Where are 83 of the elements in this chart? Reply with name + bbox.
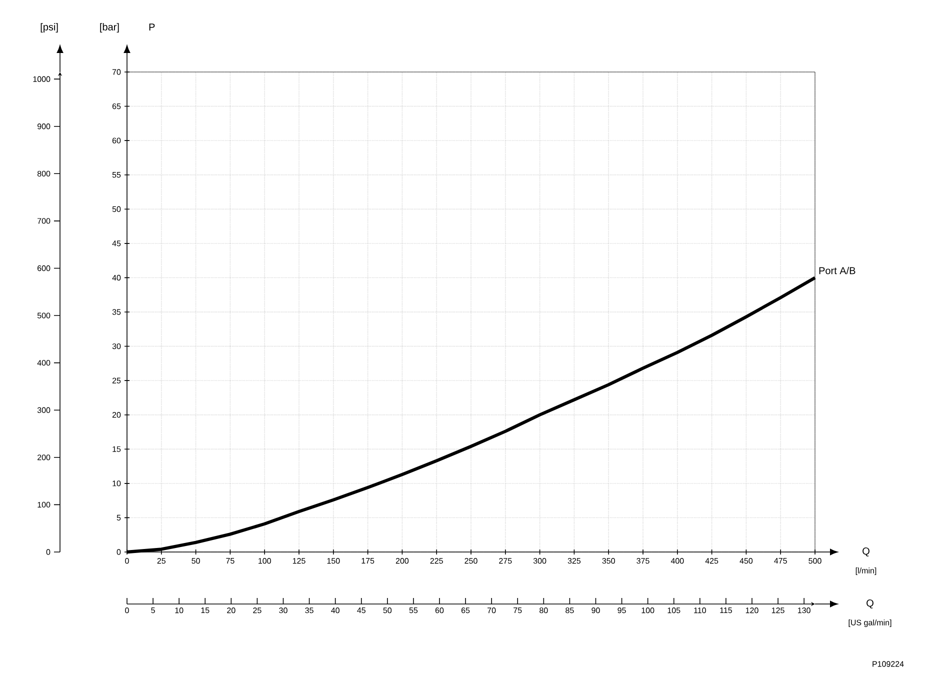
y-tick-label: 5 (116, 514, 121, 520)
y-tick-label: 30 (112, 343, 121, 350)
x-tick-label: 475 (774, 558, 787, 564)
x2-tick-label: 75 (514, 608, 522, 614)
y-tick-label: 10 (112, 480, 121, 486)
x-tick-label: 100 (258, 558, 271, 564)
x2-tick-label: 55 (409, 608, 418, 614)
x2-tick-label: 5 (151, 608, 155, 614)
x2-tick-label: 70 (488, 608, 496, 614)
x-tick-label: 375 (636, 558, 650, 564)
x2-tick-label: 50 (383, 608, 392, 614)
x2-tick-label: 65 (461, 608, 470, 614)
y2-tick-label: 800 (37, 170, 50, 176)
x-tick-label: 0 (125, 558, 129, 564)
x2-tick-label: 85 (566, 608, 574, 614)
x-tick-label: 50 (192, 558, 200, 564)
y-tick-label: 45 (112, 240, 121, 246)
y-tick-label: 20 (112, 412, 121, 418)
x2-tick-label: 120 (746, 608, 758, 614)
x-tick-label: 175 (362, 558, 374, 564)
x-tick-label: 225 (430, 558, 443, 564)
x2-tick-label: 0 (125, 608, 129, 614)
x-tick-label: 150 (327, 558, 340, 564)
y-tick-label: 60 (112, 138, 121, 144)
x-tick-label: 350 (602, 558, 615, 564)
x-tick-label: 450 (740, 558, 753, 564)
x2-tick-label: 100 (642, 608, 654, 614)
x-tick-label: 125 (292, 558, 306, 564)
x2-tick-label: 105 (668, 608, 680, 614)
x2-tick-label: 25 (253, 608, 262, 614)
y2-tick-label: 600 (38, 265, 50, 272)
x-tick-label: 300 (533, 558, 546, 564)
x2-tick-label: 15 (201, 608, 210, 614)
y-axis-title: [bar] (100, 23, 119, 32)
x2-tick-label: 20 (227, 608, 236, 614)
x-tick-label: 325 (568, 558, 581, 564)
x-tick-label: 75 (226, 558, 234, 564)
y-tick-label: 35 (112, 309, 121, 315)
y-tick-label: 70 (112, 69, 121, 75)
y2-tick-label: 500 (37, 312, 50, 318)
x-tick-label: 25 (157, 558, 166, 564)
x2-tick-label: 90 (592, 608, 600, 614)
text: P (149, 24, 155, 30)
x2-tick-label: 40 (331, 608, 340, 614)
y2-tick-label: 700 (38, 218, 50, 224)
x2-tick-label: 80 (540, 608, 548, 614)
x2-tick-label: 45 (357, 608, 366, 614)
y2-tick-label: 200 (38, 454, 50, 460)
x2-tick-label: 95 (618, 608, 626, 614)
x-tick-label: 425 (705, 558, 718, 564)
x2-tick-label: 115 (720, 608, 732, 614)
x-tick-label: 250 (464, 558, 478, 564)
y2-tick-label: 100 (38, 502, 50, 508)
y2-tick-label: 0 (46, 549, 50, 555)
y-tick-label: 0 (116, 549, 121, 555)
y-tick-label: 40 (112, 274, 121, 281)
x-tick-label: 275 (499, 558, 512, 564)
x2-tick-label: 30 (279, 608, 288, 614)
series-label: Port A/B (819, 266, 856, 274)
x2-tick-label: 60 (435, 608, 444, 614)
y2-tick-label: 300 (37, 407, 50, 413)
y2-tick-label: 1000 (33, 76, 50, 82)
x-tick-label: 400 (670, 558, 684, 564)
y2-tick-label: 400 (37, 360, 50, 366)
text: Q (862, 548, 870, 556)
text: Q (866, 600, 874, 608)
x-axis-title: [l/min] (856, 568, 876, 575)
y-tick-label: 55 (112, 172, 121, 178)
text: P109224 (872, 661, 904, 667)
x2-tick-label: 10 (175, 608, 184, 614)
x2-tick-label: 125 (772, 608, 784, 614)
y-tick-label: 15 (112, 446, 121, 452)
y2-tick-label: 900 (38, 124, 50, 130)
x2-tick-label: 130 (798, 608, 810, 614)
x2-tick-label: 35 (305, 608, 314, 614)
x-tick-label: 500 (808, 558, 822, 564)
y-tick-label: 25 (112, 378, 121, 384)
x2-tick-label: 110 (694, 608, 706, 614)
x-tick-label: 200 (396, 558, 409, 564)
y-tick-label: 50 (112, 206, 121, 212)
y-tick-label: 65 (112, 103, 121, 110)
x2-axis-title: [US gal/min] (848, 620, 892, 627)
y2-axis-title: [psi] (40, 23, 58, 32)
